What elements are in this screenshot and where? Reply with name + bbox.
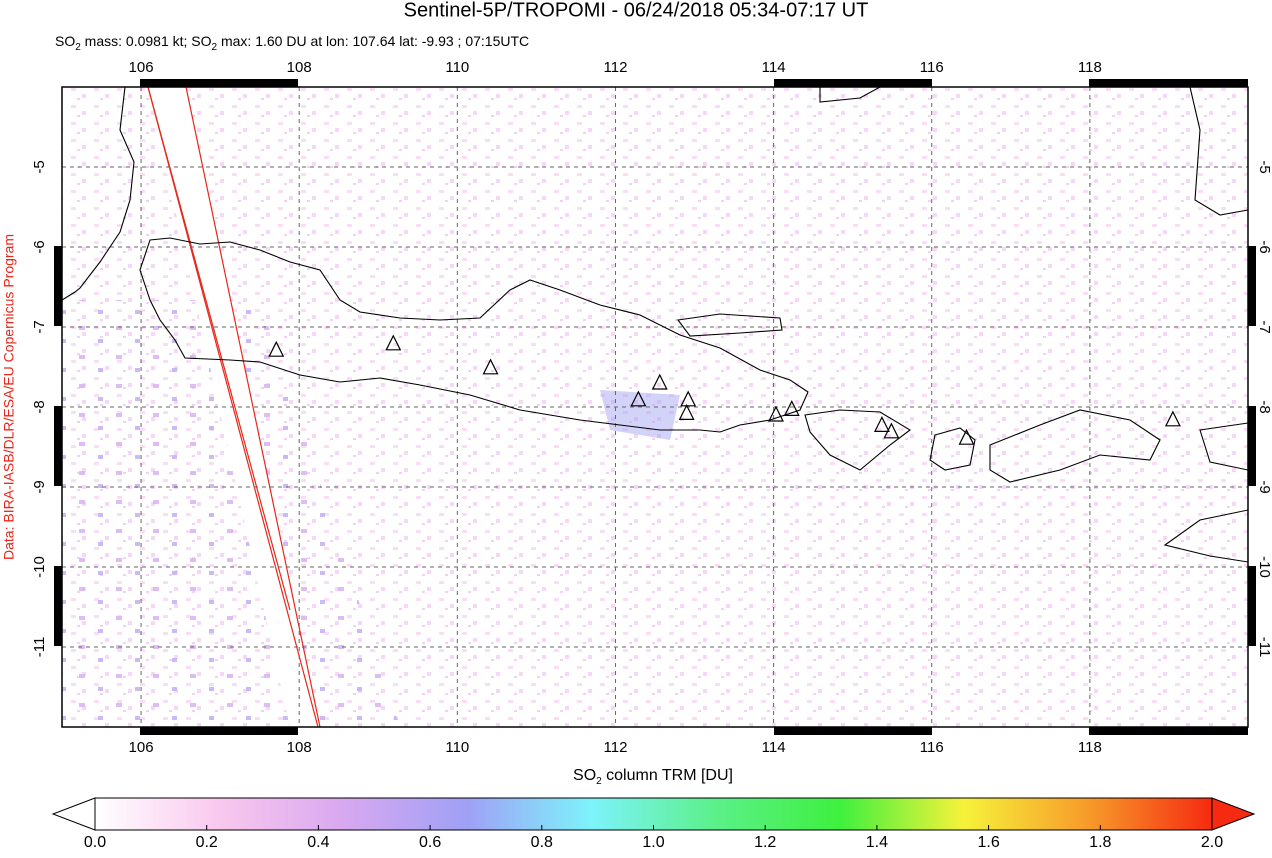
text-part: SO [55, 33, 75, 49]
y-tick-label: -5 [1256, 160, 1272, 173]
y-tick-label: -9 [1256, 480, 1272, 493]
y-tick-label: -10 [1256, 556, 1272, 578]
coastline-sumbawa [989, 409, 1161, 483]
volcano [1164, 410, 1181, 427]
y-tick-label: -11 [31, 637, 48, 658]
frame-bar [140, 79, 298, 87]
coastline-sumba [1163, 509, 1248, 563]
frame-bar [1248, 566, 1256, 646]
colorbar-tick-label: 2.0 [1201, 834, 1223, 851]
volcano [883, 422, 900, 439]
volcano [680, 390, 697, 407]
x-tick-label: 112 [604, 739, 628, 756]
volcano [630, 390, 647, 407]
volcano [385, 334, 402, 351]
colorbar-tick-label: 0.0 [84, 834, 106, 851]
so2-plume [600, 390, 680, 440]
x-tick-label: 112 [604, 59, 628, 76]
coastline-borneo [819, 87, 881, 103]
x-tick-label: 110 [445, 59, 469, 76]
subscript: 2 [212, 42, 218, 53]
volcano [651, 373, 668, 390]
coastline-java [139, 237, 809, 433]
colorbar-min-arrow [51, 797, 96, 831]
y-tick-label: -8 [1256, 400, 1272, 413]
x-tick-label: 108 [287, 739, 312, 756]
credit: Data: BIRA-IASB/DLR/ESA/EU Copernicus Pr… [1, 234, 17, 560]
frame-bar [140, 727, 298, 735]
frame-bar [54, 406, 62, 486]
x-tick-label: 118 [1078, 59, 1102, 76]
y-tick-label: -9 [31, 480, 48, 493]
y-tick-label: -7 [1256, 320, 1272, 333]
volcano [768, 405, 784, 422]
colorbar-tick-label: 0.6 [419, 834, 441, 851]
text-part: SO [573, 767, 596, 784]
x-tick-label: 108 [287, 59, 312, 76]
x-tick-label: 114 [762, 739, 786, 756]
map-area [62, 87, 1248, 727]
y-tick-label: -11 [1256, 637, 1272, 658]
so2-field-dense [62, 300, 400, 727]
colorbar-ramp [94, 797, 1213, 831]
colorbar-tick-label: 0.4 [307, 834, 329, 851]
x-tick-label: 116 [920, 739, 944, 756]
frame-bar [1248, 246, 1256, 326]
y-tick-label: -6 [31, 240, 48, 253]
x-tick-label: 114 [762, 59, 786, 76]
coastline-sumatra [62, 87, 135, 301]
frame-bar [774, 79, 932, 87]
y-tick-label: -7 [31, 320, 48, 333]
orbit-edge [185, 87, 321, 727]
coastline-lombok [929, 427, 976, 471]
coastline-bali [804, 409, 911, 471]
text-part: max: 1.60 DU at lon: 107.64 lat: -9.93 ;… [217, 33, 529, 49]
colorbar-tick-label: 1.6 [977, 834, 999, 851]
subscript: 2 [596, 776, 602, 787]
colorbar-tick-label: 0.8 [531, 834, 553, 851]
chart-title: Sentinel-5P/TROPOMI - 06/24/2018 05:34-0… [404, 0, 869, 21]
text-part: mass: 0.0981 kt; SO [81, 33, 212, 49]
frame-bar [54, 566, 62, 646]
y-tick-label: -6 [1256, 240, 1272, 253]
subscript: 2 [75, 42, 81, 53]
volcano [873, 416, 890, 432]
colorbar-tick-label: 1.2 [754, 834, 776, 851]
frame-bar [1248, 406, 1256, 486]
x-tick-label: 106 [129, 739, 154, 756]
frame-bar [1089, 79, 1248, 87]
colorbar-tick-label: 0.2 [196, 834, 218, 851]
coastline-sulawesi [1189, 87, 1248, 216]
frame-scale [54, 79, 1256, 735]
text-part: column TRM [DU] [602, 767, 733, 784]
volcano [678, 404, 695, 420]
coastline-flores [1199, 422, 1248, 471]
x-tick-label: 110 [445, 739, 469, 756]
coastline-madura [677, 313, 783, 337]
x-tick-label: 106 [129, 59, 154, 76]
frame-bar [54, 246, 62, 326]
volcano [958, 428, 975, 445]
chart-subtitle: SO2 mass: 0.0981 kt; SO2 max: 1.60 DU at… [55, 33, 529, 53]
volcano [482, 358, 499, 375]
colorbar-tick-label: 1.8 [1089, 834, 1111, 851]
colorbar-max-arrow [1211, 797, 1256, 831]
x-tick-label: 118 [1078, 739, 1102, 756]
colorbar: 0.0 0.2 0.4 0.6 0.8 1.0 1.2 1.4 1.6 1.8 2.0 [51, 797, 1256, 851]
y-tick-label: -5 [31, 160, 48, 173]
frame-bar [1089, 727, 1248, 735]
volcano [783, 400, 800, 416]
x-tick-label: 116 [920, 59, 944, 76]
colorbar-label: SO2 column TRM [DU] [573, 767, 733, 787]
y-tick-label: -8 [31, 400, 48, 413]
frame-bar [774, 727, 932, 735]
colorbar-tick-label: 1.0 [642, 834, 664, 851]
y-tick-label: -10 [31, 556, 48, 578]
colorbar-tick-label: 1.4 [866, 834, 888, 851]
volcano [268, 340, 285, 357]
